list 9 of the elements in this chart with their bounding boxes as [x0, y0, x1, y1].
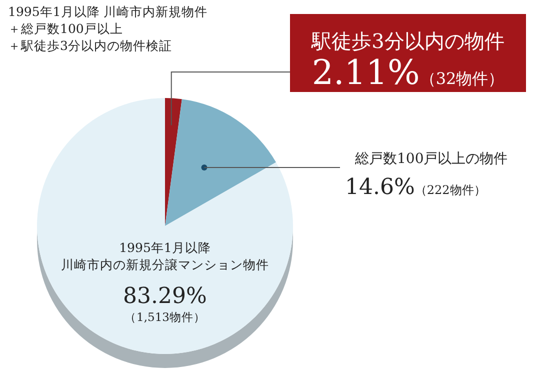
- chart-title: 1995年1月以降 川崎市内新規物件: [8, 4, 208, 19]
- data-label: 83.29%（1,513物件）: [123, 284, 207, 324]
- data-label: 2.11%（32物件）: [312, 53, 504, 93]
- text: ＋駅徒歩3分以内の物件検証: [8, 38, 172, 53]
- text: ＋総戸数100戸以上: [8, 21, 123, 36]
- slice-label: 駅徒歩3分以内の物件: [310, 29, 504, 53]
- data-label: 14.6%（222物件）: [345, 175, 486, 200]
- slice-label: 総戸数100戸以上の物件: [354, 151, 508, 167]
- slice-label: 1995年1月以降川崎市内の新規分譲マンション物件: [61, 240, 269, 272]
